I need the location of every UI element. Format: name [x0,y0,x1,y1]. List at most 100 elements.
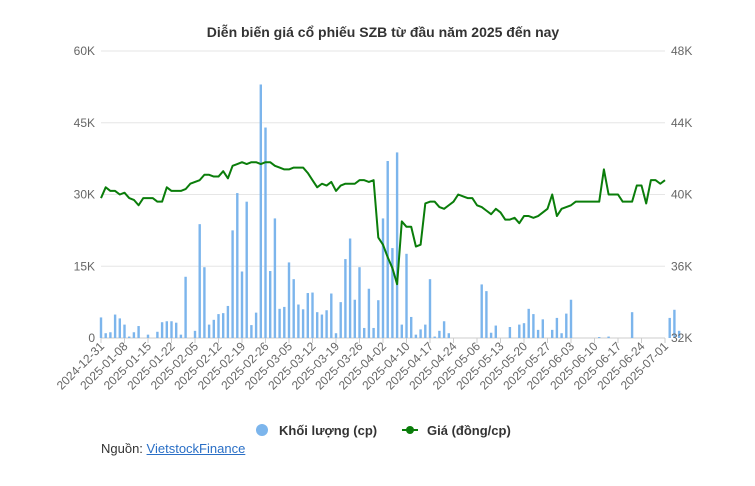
volume-bar [165,321,168,338]
volume-bar [269,271,272,338]
volume-bar [231,230,234,338]
volume-bar [217,314,220,338]
volume-bar [372,327,375,338]
volume-bar [146,334,150,338]
volume-bar [273,218,277,338]
volume-bar [339,302,342,338]
volume-bar [598,337,601,338]
right-tick-label: 44K [671,116,692,130]
volume-bar [405,253,408,338]
volume-bar [377,300,380,338]
volume-bar [316,312,319,338]
volume-bar [226,305,230,338]
volume-bar [551,329,554,338]
volume-bar [245,201,248,338]
volume-bar [480,284,483,338]
volume-bar [555,317,559,338]
volume-bar [419,329,422,338]
volume-bar [156,331,159,338]
volume-bar [668,317,671,338]
source-link[interactable]: VietstockFinance [146,441,246,456]
volume-bar [414,334,418,338]
volume-bar [433,336,436,338]
volume-bar [109,332,112,338]
legend: Khối lượng (cp) Giá (đồng/cp) [256,423,511,438]
volume-bar [278,308,281,338]
volume-bar [287,262,291,338]
volume-bar [325,310,328,338]
volume-bar [428,279,432,338]
volume-bar [99,317,103,338]
volume-bar [438,330,441,338]
volume-bar [673,309,676,338]
volume-bar [518,324,521,338]
volume-bar [250,325,253,338]
volume-bar [447,333,450,338]
left-tick-label: 60K [74,44,95,58]
volume-bar [311,292,314,338]
legend-item-price[interactable]: Giá (đồng/cp) [402,423,511,438]
volume-bars [99,84,681,339]
volume-bar [348,238,352,338]
volume-bar [494,325,497,338]
volume-bar [367,288,371,338]
volume-bar [353,299,356,338]
volume-bar [128,336,131,338]
volume-bar [306,293,309,338]
source-prefix: Nguồn: [101,441,147,456]
left-tick-label: 45K [74,116,95,130]
legend-price-marker [406,426,414,434]
volume-bar [424,324,427,338]
legend-item-volume[interactable]: Khối lượng (cp) [256,423,377,438]
right-tick-label: 48K [671,44,692,58]
left-tick-label: 15K [74,259,95,273]
volume-bar [607,336,610,338]
volume-bar [344,259,347,338]
right-axis-ticks: 32K 36K 40K 44K 48K [671,44,692,345]
volume-bar [565,313,568,338]
volume-bar [381,218,385,338]
volume-bar [442,321,446,338]
volume-bar [160,322,164,338]
price-series-line [100,161,666,286]
volume-bar [179,334,183,338]
volume-bar [113,314,117,338]
volume-bar [198,224,201,338]
volume-bar [132,332,136,338]
volume-bar [677,330,681,338]
legend-volume-label: Khối lượng (cp) [279,423,377,438]
volume-bar [137,326,140,338]
volume-bar [212,319,215,338]
left-tick-label: 30K [74,188,95,202]
volume-bar [292,279,295,338]
volume-bar [104,333,107,338]
volume-bar [560,333,563,338]
volume-bar [532,314,535,338]
source-note: Nguồn: VietstockFinance [101,441,245,456]
volume-bar [410,316,413,338]
volume-bar [264,127,267,339]
volume-bar [254,312,258,338]
left-tick-label: 0 [88,331,95,345]
volume-bar [485,291,488,338]
volume-bar [203,267,206,338]
volume-bar [541,319,544,338]
volume-bar [259,84,262,338]
volume-bar [207,324,211,338]
volume-bar [330,293,333,338]
volume-bar [170,321,173,338]
volume-bar [175,322,178,338]
volume-bar [240,271,244,338]
volume-bar [508,326,512,338]
volume-bar [283,306,286,338]
volume-bar [363,327,366,338]
volume-bar [536,329,540,338]
volume-bar [527,308,530,338]
volume-bar [489,332,493,338]
volume-bar [334,333,338,338]
volume-bar [395,152,399,338]
price-line [100,161,666,286]
right-tick-label: 32K [671,331,692,345]
volume-bar [301,309,305,338]
